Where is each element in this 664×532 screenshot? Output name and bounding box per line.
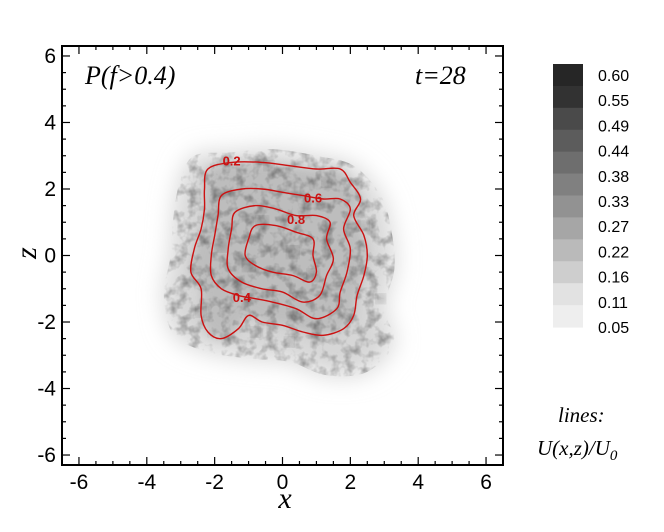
probability-spot <box>243 260 254 271</box>
colorbar-swatch <box>553 107 583 131</box>
axis-ticks <box>61 46 504 465</box>
x-tick-label: -4 <box>137 471 156 494</box>
contour-line-0.4 <box>209 187 352 320</box>
y-axis-title: z <box>10 247 43 260</box>
colorbar: 0.60 0.55 0.49 0.44 0.38 0.33 0.27 0.22 0.16 0.11… <box>553 64 629 337</box>
contour-label-0.6: 0.6 <box>304 190 322 205</box>
colorbar-label: 0.05 <box>598 320 629 337</box>
probability-spot <box>287 247 298 258</box>
colorbar-swatch <box>553 85 583 109</box>
time-annotation: t=28 <box>415 61 466 90</box>
colorbar-label: 0.16 <box>598 270 629 287</box>
colorbar-label: 0.49 <box>598 118 629 135</box>
x-tick-label: -2 <box>205 471 224 494</box>
x-tick-label: -6 <box>70 471 89 494</box>
lines-note: lines: <box>558 403 605 427</box>
probability-spot <box>257 217 268 228</box>
probability-spot <box>216 240 227 251</box>
colorbar-label: 0.60 <box>598 68 629 85</box>
colorbar-label: 0.44 <box>598 144 629 161</box>
x-tick-label: 6 <box>480 471 492 494</box>
y-tick-label: 0 <box>44 245 56 268</box>
probability-field-texture <box>163 149 395 377</box>
x-tick-label: 2 <box>345 471 357 494</box>
axis-tick-labels: -6 -4 -2 0 2 4 6 6 4 2 0 -2 -4 -6 <box>37 45 492 494</box>
colorbar-label: 0.27 <box>598 219 629 236</box>
contour-line-0.8 <box>244 223 318 283</box>
colorbar-swatch <box>553 239 583 262</box>
x-axis-title: x <box>277 482 292 515</box>
contour-line-0.2 <box>189 161 369 340</box>
x-tick-label: 0 <box>277 471 289 494</box>
colorbar-label: 0.11 <box>598 295 628 312</box>
colorbar-label: 0.22 <box>598 244 629 261</box>
y-tick-label: -4 <box>37 378 56 401</box>
contour-label-0.4: 0.4 <box>233 290 252 305</box>
colorbar-swatch <box>553 64 583 87</box>
contour-label-0.8: 0.8 <box>287 212 305 227</box>
probability-spot <box>322 178 331 187</box>
colorbar-label: 0.33 <box>598 194 629 211</box>
probability-spot <box>285 337 294 346</box>
y-tick-label: -2 <box>37 311 56 334</box>
contour-label-0.2: 0.2 <box>223 154 241 169</box>
colorbar-swatch <box>553 261 583 284</box>
velocity-note: U(x,z)/U0 <box>537 436 618 464</box>
colorbar-label: 0.55 <box>598 93 629 110</box>
plot-title: P(f>0.4) <box>84 61 175 90</box>
velocity-contours: 0.2 0.4 0.6 0.8 <box>189 154 369 340</box>
velocity-note-text: U(x,z)/U <box>537 436 612 460</box>
x-tick-label: 4 <box>412 471 424 494</box>
y-tick-label: 6 <box>44 45 56 68</box>
colorbar-swatch <box>553 195 583 219</box>
colorbar-label: 0.38 <box>598 169 629 186</box>
colorbar-swatch <box>553 305 583 328</box>
probability-spot <box>308 270 319 281</box>
colorbar-swatch <box>553 151 583 175</box>
y-tick-label: -6 <box>37 444 56 467</box>
probability-spot <box>376 294 385 303</box>
colorbar-swatch <box>553 283 583 306</box>
y-tick-label: 2 <box>44 178 56 201</box>
probability-spot <box>359 221 368 230</box>
y-tick-label: 4 <box>44 111 56 134</box>
velocity-note-subscript: 0 <box>610 448 618 464</box>
colorbar-swatch <box>553 129 583 153</box>
colorbar-swatch <box>553 217 583 240</box>
contour-line-0.6 <box>226 204 335 303</box>
heatmap-field: 0.2 0.4 0.6 0.8 <box>163 149 395 377</box>
colorbar-swatch <box>553 173 583 197</box>
probability-spot <box>251 327 260 336</box>
